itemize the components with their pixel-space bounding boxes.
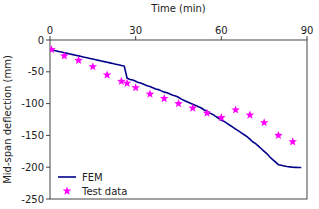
test-point: [103, 70, 112, 78]
y-tick: [46, 199, 50, 200]
x-tick: [307, 36, 308, 40]
test-point: [274, 131, 283, 139]
test-point: [160, 94, 169, 102]
y-axis-label: Mid-span deflection (mm): [2, 55, 13, 184]
legend-swatch: [58, 176, 76, 178]
legend-label: FEM: [82, 172, 103, 183]
legend-label: Test data: [81, 186, 127, 197]
fem-line: [50, 50, 301, 168]
y-tick-label: -100: [21, 98, 44, 109]
test-point: [174, 99, 183, 107]
y-tick: [46, 71, 50, 72]
x-tick: [50, 36, 51, 40]
test-point: [288, 137, 297, 145]
x-axis-label: Time (min): [150, 3, 205, 14]
test-point: [131, 83, 140, 91]
x-tick-label: 90: [301, 25, 314, 36]
test-point: [60, 51, 69, 59]
y-tick: [46, 167, 50, 168]
test-point: [50, 45, 56, 53]
test-point: [117, 77, 126, 85]
x-tick-label: 60: [215, 25, 228, 36]
y-tick-label: -150: [21, 130, 44, 141]
test-point: [146, 90, 155, 98]
test-point: [89, 62, 98, 70]
x-tick: [221, 36, 222, 40]
plot-frame: [50, 40, 307, 199]
y-tick-label: -250: [21, 194, 44, 205]
test-point: [189, 104, 198, 112]
y-tick: [46, 135, 50, 136]
x-tick: [135, 36, 136, 40]
y-tick-label: -50: [28, 66, 44, 77]
y-tick: [46, 103, 50, 104]
x-tick-label: 30: [129, 25, 142, 36]
test-point: [260, 118, 269, 126]
test-point: [231, 105, 240, 113]
test-point: [74, 56, 83, 64]
test-point: [203, 109, 212, 117]
legend: FEM Test data: [58, 172, 127, 197]
plot-area: [50, 45, 301, 167]
chart: 0 30 60 90 Time (min) 0 -50 -100 -150 -200 -250 Mid…: [0, 0, 319, 209]
y-tick-label: 0: [38, 35, 44, 46]
test-point: [217, 113, 226, 121]
test-point: [123, 79, 132, 87]
x-tick-label: 0: [47, 25, 53, 36]
y-tick: [46, 40, 50, 41]
y-tick-label: -200: [21, 162, 44, 173]
test-point: [246, 111, 255, 119]
legend-swatch: [63, 187, 72, 195]
